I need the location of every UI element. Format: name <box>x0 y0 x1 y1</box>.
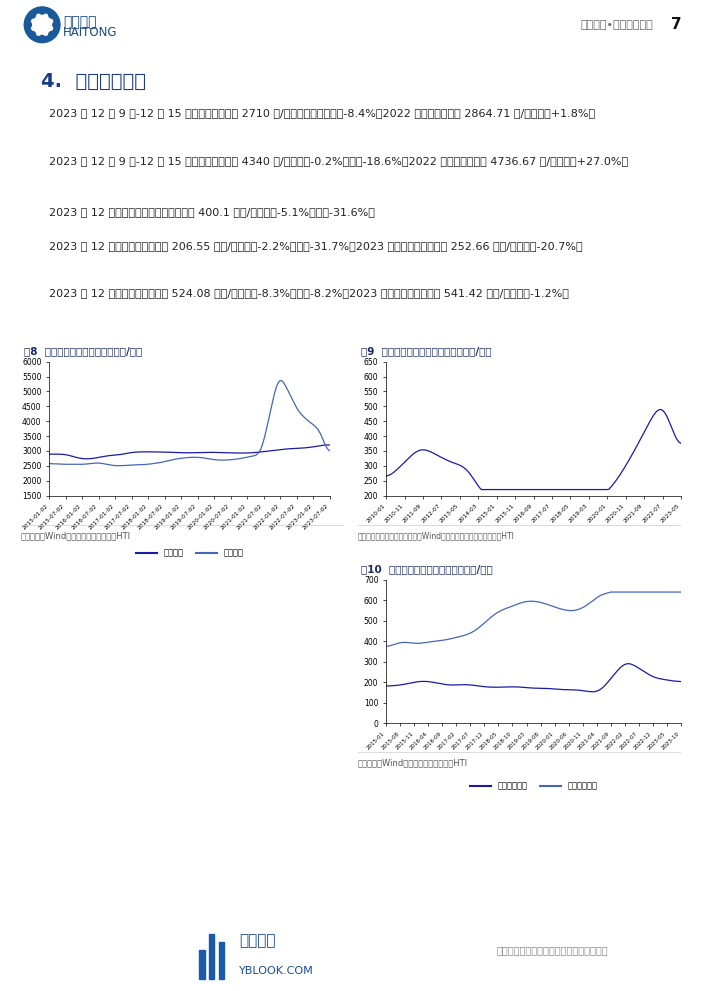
Bar <box>219 942 225 979</box>
Text: 图9  进口苜蓿草平均到岸价走势（美元/吨）: 图9 进口苜蓿草平均到岸价走势（美元/吨） <box>362 346 492 356</box>
Legend: 玉米价格, 豆粕价格: 玉米价格, 豆粕价格 <box>133 545 246 561</box>
Circle shape <box>39 36 46 42</box>
Legend: 全球玉米价格, 全球豆粕价格: 全球玉米价格, 全球豆粕价格 <box>466 778 601 794</box>
Text: 2023 年 12 月，进口苜蓿草平均到岸价为 400.1 美元/吨，环比-5.1%，同比-31.6%。: 2023 年 12 月，进口苜蓿草平均到岸价为 400.1 美元/吨，环比-5.… <box>35 207 375 217</box>
Text: 研报之家: 研报之家 <box>239 934 275 948</box>
Text: 2023 年 12 月 9 日-12 月 15 日，豆粕平均价为 4340 元/吨，环比-0.2%，同比-18.6%；2022 年豆粕平均价为 4736.67 : 2023 年 12 月 9 日-12 月 15 日，豆粕平均价为 4340 元/… <box>35 156 628 165</box>
Circle shape <box>48 32 55 38</box>
Text: 资料来源：东方戴瑞乳业咨询，Wind，奶业经济观察微信公众号，HTI: 资料来源：东方戴瑞乳业咨询，Wind，奶业经济观察微信公众号，HTI <box>358 531 515 540</box>
Text: 2023 年 12 月 9 日-12 月 15 日，玉米平均价为 2710 元/吨，环比持平，同比-8.4%；2022 年玉米平均价为 2864.71 元/吨，: 2023 年 12 月 9 日-12 月 15 日，玉米平均价为 2710 元/… <box>35 108 595 118</box>
Text: 海通國際: 海通國際 <box>63 15 97 29</box>
Text: 行业研究•食品加工行业: 行业研究•食品加工行业 <box>580 20 653 30</box>
Circle shape <box>48 12 55 18</box>
Text: 图10  国际玉米、豆粕价格走势（美元/吨）: 图10 国际玉米、豆粕价格走势（美元/吨） <box>362 564 493 574</box>
Text: 资料来源：Wind，国际货币基金组织，HTI: 资料来源：Wind，国际货币基金组织，HTI <box>358 758 468 767</box>
Circle shape <box>25 22 32 28</box>
Circle shape <box>31 14 53 36</box>
Circle shape <box>39 8 46 14</box>
Text: 资料来源：Wind，中国畜牧业信息网，HTI: 资料来源：Wind，中国畜牧业信息网，HTI <box>21 531 131 540</box>
Text: 2023 年 12 月，国际豆粕价格为 524.08 美元/吨，环比-8.3%，同比-8.2%；2023 年国际豆粕平均价为 541.42 美元/吨，同比-1.: 2023 年 12 月，国际豆粕价格为 524.08 美元/吨，环比-8.3%，… <box>35 288 569 298</box>
Text: 请务必阅读正文之后的信息披露和法律声明: 请务必阅读正文之后的信息披露和法律声明 <box>496 945 608 955</box>
Circle shape <box>29 12 36 18</box>
Text: 图8  玉米、豆粕平均价格走势（元/吨）: 图8 玉米、豆粕平均价格走势（元/吨） <box>25 346 143 356</box>
Text: HAITONG: HAITONG <box>63 26 118 39</box>
Circle shape <box>25 7 60 43</box>
Bar <box>199 950 204 979</box>
Text: YBLOOK.COM: YBLOOK.COM <box>239 965 314 976</box>
Bar <box>209 935 214 979</box>
Circle shape <box>53 22 59 28</box>
Text: 2023 年 12 月，国际玉米价格为 206.55 美元/吨，环比-2.2%，同比-31.7%；2023 年国际玉米平均价为 252.66 美元/吨，同比-2: 2023 年 12 月，国际玉米价格为 206.55 美元/吨，环比-2.2%，… <box>35 241 583 251</box>
Circle shape <box>29 32 36 38</box>
Text: 7: 7 <box>670 17 681 33</box>
Text: 4.  饲料价格走势: 4. 饲料价格走势 <box>41 72 147 91</box>
